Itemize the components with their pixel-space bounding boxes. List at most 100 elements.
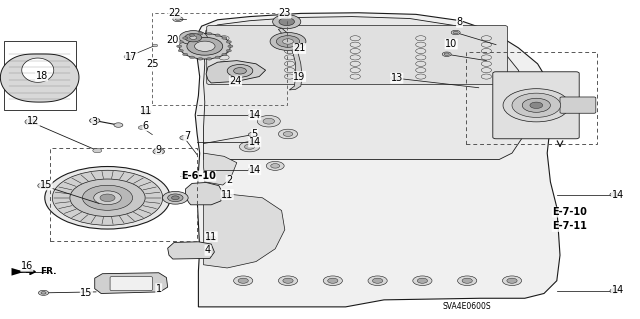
Circle shape bbox=[138, 126, 146, 130]
Circle shape bbox=[612, 193, 617, 196]
Circle shape bbox=[462, 278, 472, 283]
Circle shape bbox=[93, 148, 102, 153]
Circle shape bbox=[612, 290, 617, 292]
Circle shape bbox=[248, 167, 257, 172]
Circle shape bbox=[172, 196, 179, 200]
Polygon shape bbox=[278, 28, 302, 90]
Circle shape bbox=[442, 52, 451, 56]
Text: 24: 24 bbox=[229, 76, 242, 86]
FancyBboxPatch shape bbox=[493, 72, 579, 139]
Text: 3: 3 bbox=[92, 117, 98, 127]
Circle shape bbox=[250, 168, 255, 171]
Circle shape bbox=[70, 179, 145, 217]
Text: FR.: FR. bbox=[40, 267, 56, 276]
Circle shape bbox=[182, 53, 188, 56]
Circle shape bbox=[610, 289, 619, 293]
Text: 14: 14 bbox=[248, 110, 261, 120]
Circle shape bbox=[227, 64, 253, 77]
Circle shape bbox=[225, 195, 230, 197]
Circle shape bbox=[257, 115, 280, 127]
Circle shape bbox=[248, 140, 257, 144]
Text: 12: 12 bbox=[27, 116, 40, 126]
Circle shape bbox=[189, 34, 195, 36]
Circle shape bbox=[458, 276, 477, 286]
Circle shape bbox=[180, 136, 189, 140]
Polygon shape bbox=[168, 242, 214, 259]
Text: 14: 14 bbox=[248, 165, 261, 175]
Circle shape bbox=[417, 278, 428, 283]
Text: 18: 18 bbox=[35, 71, 48, 81]
Circle shape bbox=[28, 120, 34, 123]
Text: 10: 10 bbox=[445, 39, 458, 49]
Circle shape bbox=[141, 110, 151, 115]
Circle shape bbox=[156, 150, 162, 153]
Text: 17: 17 bbox=[125, 52, 138, 63]
Circle shape bbox=[283, 131, 293, 137]
Circle shape bbox=[198, 33, 203, 35]
Circle shape bbox=[227, 41, 232, 43]
Bar bbox=[152, 13, 287, 105]
Circle shape bbox=[512, 93, 561, 117]
Polygon shape bbox=[204, 191, 285, 268]
Circle shape bbox=[234, 276, 253, 286]
Circle shape bbox=[38, 290, 49, 295]
Circle shape bbox=[248, 132, 257, 137]
Circle shape bbox=[507, 278, 517, 283]
Circle shape bbox=[126, 56, 130, 58]
Circle shape bbox=[114, 123, 123, 127]
Text: 4: 4 bbox=[205, 245, 211, 256]
Text: 2: 2 bbox=[226, 175, 232, 185]
Text: 22: 22 bbox=[168, 8, 180, 19]
Circle shape bbox=[271, 164, 280, 168]
Circle shape bbox=[178, 41, 183, 43]
Text: 20: 20 bbox=[166, 34, 179, 45]
Text: 6: 6 bbox=[143, 121, 149, 131]
Polygon shape bbox=[95, 273, 168, 293]
Circle shape bbox=[215, 56, 220, 59]
Circle shape bbox=[502, 276, 522, 286]
Circle shape bbox=[227, 49, 232, 52]
Polygon shape bbox=[204, 153, 237, 185]
Circle shape bbox=[182, 37, 188, 39]
Circle shape bbox=[195, 41, 215, 51]
Text: E-6-10: E-6-10 bbox=[181, 171, 216, 181]
Circle shape bbox=[283, 278, 293, 283]
Circle shape bbox=[124, 55, 132, 59]
Circle shape bbox=[207, 33, 212, 35]
Text: 15: 15 bbox=[40, 180, 52, 190]
Text: 5: 5 bbox=[252, 129, 258, 139]
Circle shape bbox=[209, 237, 214, 240]
Polygon shape bbox=[12, 268, 24, 276]
Circle shape bbox=[244, 144, 255, 149]
Circle shape bbox=[453, 31, 458, 34]
Circle shape bbox=[83, 185, 132, 210]
Circle shape bbox=[152, 44, 157, 47]
Circle shape bbox=[222, 53, 227, 56]
Polygon shape bbox=[204, 17, 528, 160]
Circle shape bbox=[163, 191, 188, 204]
Circle shape bbox=[153, 149, 164, 154]
Circle shape bbox=[92, 119, 97, 122]
Polygon shape bbox=[22, 58, 54, 82]
Circle shape bbox=[189, 56, 195, 59]
Text: 8: 8 bbox=[456, 17, 463, 27]
Text: 14: 14 bbox=[248, 137, 261, 147]
Circle shape bbox=[323, 276, 342, 286]
Circle shape bbox=[179, 31, 207, 45]
Circle shape bbox=[278, 129, 298, 139]
Circle shape bbox=[239, 142, 260, 152]
Circle shape bbox=[100, 194, 115, 202]
Circle shape bbox=[207, 57, 212, 60]
Circle shape bbox=[278, 276, 298, 286]
Text: E-7-11: E-7-11 bbox=[552, 221, 587, 232]
Circle shape bbox=[368, 276, 387, 286]
Circle shape bbox=[45, 167, 170, 229]
Circle shape bbox=[250, 114, 255, 117]
Circle shape bbox=[451, 30, 460, 35]
Circle shape bbox=[283, 39, 293, 44]
Text: 16: 16 bbox=[20, 261, 33, 271]
Text: 15: 15 bbox=[80, 287, 93, 298]
Circle shape bbox=[189, 36, 197, 40]
Circle shape bbox=[228, 45, 233, 48]
Circle shape bbox=[522, 98, 550, 112]
